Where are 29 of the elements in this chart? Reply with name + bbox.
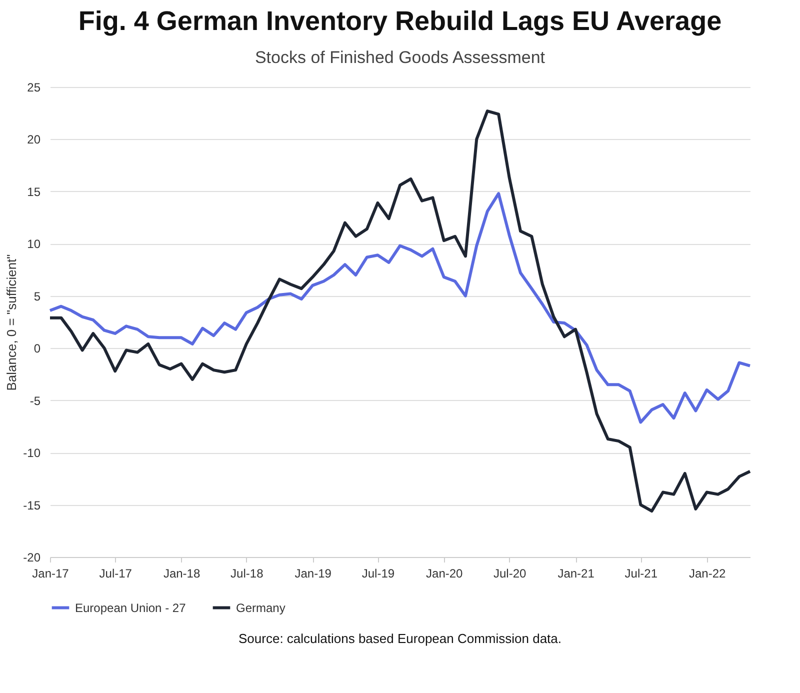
legend-label: Germany (236, 600, 286, 615)
y-axis-title: Balance, 0 = "sufficient" (4, 254, 20, 391)
y-tick-label: 25 (27, 80, 41, 94)
x-tick-label: Jan-17 (32, 566, 70, 580)
x-tick-label: Jul-17 (99, 566, 132, 580)
y-tick-label: -5 (30, 394, 41, 408)
x-tick-label: Jul-20 (494, 566, 527, 580)
line-series (48, 192, 752, 424)
chart-title: Fig. 4 German Inventory Rebuild Lags EU Average (78, 6, 722, 36)
y-tick-label: 0 (34, 342, 41, 356)
x-tick-label: Jul-18 (230, 566, 264, 580)
x-tick-label: Jul-21 (624, 566, 658, 580)
chart-subtitle: Stocks of Finished Goods Assessment (254, 48, 546, 67)
x-tick-label: Jan-20 (426, 566, 464, 580)
y-tick-label: -10 (23, 446, 41, 460)
y-tick-label: 15 (27, 184, 41, 199)
line-series (48, 110, 752, 513)
x-tick-label: Jan-21 (558, 566, 595, 580)
legend-label: European Union - 27 (75, 600, 186, 615)
y-tick-label: 5 (34, 289, 41, 304)
x-tick-label: Jan-18 (163, 566, 200, 580)
source-note: Source: calculations based European Commission data. (238, 631, 562, 646)
y-tick-label: -15 (23, 498, 41, 512)
y-tick-label: -20 (23, 550, 41, 564)
y-tick-label: 10 (27, 237, 41, 252)
x-tick-label: Jan-19 (294, 566, 332, 580)
y-tick-label: 20 (27, 132, 41, 147)
x-tick-label: Jan-22 (688, 566, 726, 580)
x-tick-label: Jul-19 (362, 566, 395, 580)
